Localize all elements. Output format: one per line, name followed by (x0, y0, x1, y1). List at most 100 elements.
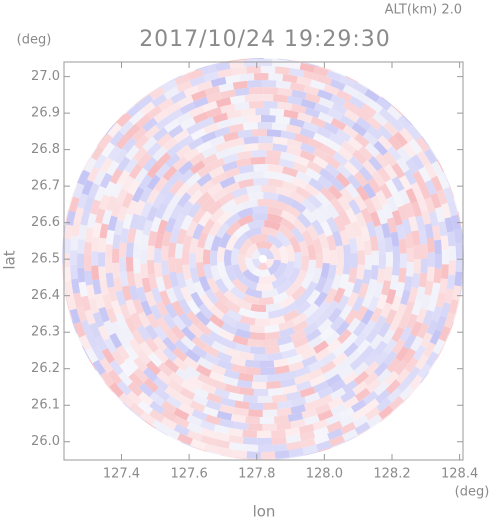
radar-cell (257, 248, 269, 256)
radar-cell (186, 181, 202, 197)
radar-cell (317, 175, 333, 190)
radar-cell (361, 103, 377, 118)
radar-cell (276, 407, 292, 417)
radar-cell (112, 262, 121, 278)
radar-cell (293, 155, 310, 167)
radar-cell (385, 251, 394, 267)
radar-cell (209, 135, 226, 147)
radar-cell (304, 399, 320, 412)
radar-cell (406, 247, 415, 263)
radar-cell (328, 184, 343, 200)
radar-cell (419, 183, 431, 200)
radar-cell (97, 252, 106, 267)
radar-cell (206, 182, 223, 197)
radar-cell (164, 385, 181, 400)
radar-cell (325, 373, 342, 387)
radar-cell (277, 400, 293, 410)
radar-cell (200, 131, 217, 144)
radar-cell (210, 76, 227, 88)
radar-cell (219, 176, 236, 189)
radar-cell (376, 208, 388, 225)
radar-cell (339, 114, 356, 129)
radar-cell (110, 300, 123, 316)
radar-cell (208, 165, 225, 179)
radar-cell (150, 216, 162, 233)
radar-cell (415, 215, 426, 231)
radar-cell (128, 372, 144, 388)
radar-cell (152, 193, 166, 209)
radar-cell (239, 315, 256, 326)
radar-cell (344, 223, 356, 240)
radar-cell (147, 230, 158, 247)
radar-cell (377, 135, 393, 151)
radar-cell (413, 259, 421, 274)
radar-cell (340, 140, 357, 155)
radar-cell (345, 349, 362, 365)
radar-cell (70, 235, 79, 251)
radar-cell (169, 179, 184, 195)
radar-cell (210, 265, 222, 282)
radar-cell (155, 163, 170, 179)
radar-cell (84, 241, 92, 257)
radar-cell (354, 305, 368, 322)
radar-cell (251, 150, 267, 158)
radar-cell (214, 439, 230, 449)
radar-cell (107, 122, 122, 138)
radar-cell (228, 123, 244, 134)
radar-cell (290, 329, 307, 342)
radar-cell (107, 369, 123, 385)
radar-cell (217, 68, 233, 79)
radar-cell (418, 272, 428, 288)
radar-cell (125, 144, 140, 161)
radar-cell (418, 229, 428, 245)
radar-cell (367, 125, 383, 141)
radar-cell (137, 311, 151, 328)
radar-cell (119, 303, 132, 320)
radar-cell (438, 325, 451, 342)
radar-cell (103, 320, 116, 336)
radar-cell (237, 379, 253, 389)
radar-cell (152, 146, 168, 162)
radar-cell (186, 422, 203, 435)
radar-cell (378, 254, 387, 270)
radar-cell (398, 188, 411, 205)
radar-cell (197, 232, 209, 249)
radar-cell (339, 187, 354, 203)
radar-cell (156, 370, 172, 385)
radar-cell (416, 195, 428, 212)
radar-cell (159, 290, 171, 306)
radar-cell (299, 149, 316, 162)
radar-cell (191, 89, 207, 102)
radar-cell (296, 212, 312, 229)
radar-cell (324, 287, 338, 305)
radar-cell (130, 312, 143, 329)
radar-cell (117, 169, 131, 186)
radar-cell (311, 208, 327, 225)
radar-cell (319, 326, 335, 342)
radar-cell (242, 199, 258, 210)
radar-cell (164, 328, 180, 344)
radar-cell (287, 353, 304, 365)
radar-cell (330, 94, 347, 107)
radar-cell (77, 267, 86, 283)
radar-cell (233, 223, 251, 239)
radar-cell (416, 323, 430, 339)
radar-cell (136, 325, 151, 341)
radar-cell (223, 131, 239, 142)
radar-cell (115, 134, 131, 150)
radar-cell (141, 277, 152, 293)
radar-cell (181, 326, 197, 342)
radar-cell (245, 416, 260, 424)
radar-cell (374, 225, 385, 241)
radar-cell (118, 120, 134, 136)
radar-cell (209, 157, 226, 171)
radar-cell (191, 336, 208, 351)
radar-cell (275, 66, 290, 75)
radar-cell (249, 234, 268, 245)
radar-cell (252, 205, 268, 214)
radar-cell (290, 404, 306, 415)
radar-cell (211, 340, 228, 354)
radar-cell (438, 221, 448, 237)
radar-cell (219, 404, 235, 415)
radar-cell (189, 152, 206, 167)
